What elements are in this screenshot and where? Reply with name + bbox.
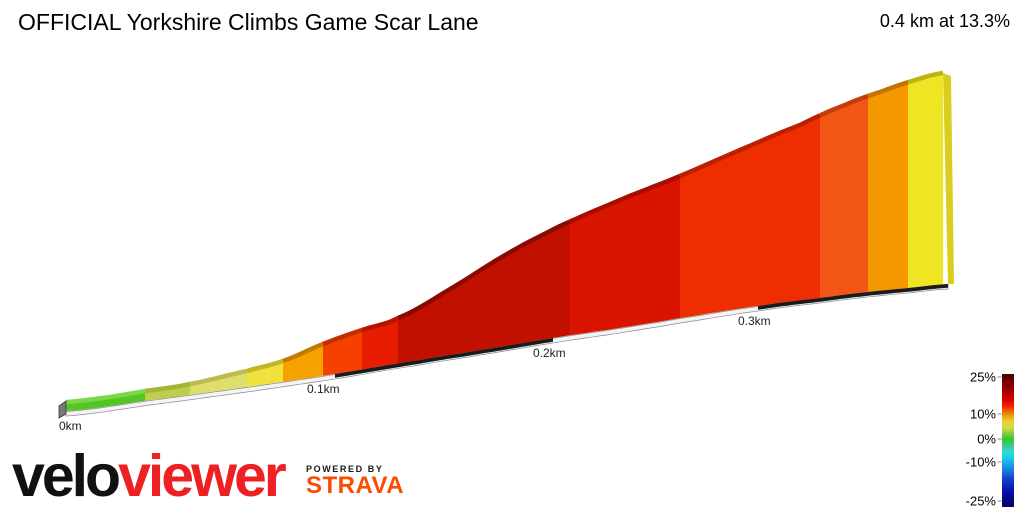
gradient-segment xyxy=(362,318,398,370)
segment-ridge-bevel xyxy=(246,358,284,374)
legend-tick-label: 10% xyxy=(970,407,996,422)
gradient-segment xyxy=(283,344,323,382)
gradient-segment xyxy=(190,371,247,395)
profile-start-cap xyxy=(58,400,67,419)
legend-tick-label: 25% xyxy=(970,370,996,385)
profile-end-cap xyxy=(943,73,954,284)
x-tick-label: 0.1km xyxy=(307,382,340,396)
segment-ridge-bevel xyxy=(322,327,363,347)
segment-ridge-bevel xyxy=(361,315,400,333)
gradient-segment xyxy=(247,361,283,387)
powered-by-label: POWERED BY xyxy=(306,464,384,474)
logo-velo-text: velo xyxy=(12,443,121,509)
segment-ridge-bevel xyxy=(907,70,944,85)
veloviewer-logo: veloviewer xyxy=(12,443,287,509)
strava-logo: STRAVA xyxy=(306,472,405,499)
legend-tick-label: 0% xyxy=(977,432,996,447)
segment-ridge-bevel xyxy=(867,80,909,99)
segment-ridge-bevel xyxy=(189,368,248,387)
x-tick-label: 0.2km xyxy=(533,346,566,360)
gradient-segment xyxy=(398,221,570,364)
segment-ridge-bevel xyxy=(819,93,869,118)
legend-tick-label: -10% xyxy=(966,455,997,470)
segment-ridge-bevel xyxy=(569,173,681,224)
gradient-segment xyxy=(820,96,868,298)
gradient-segment xyxy=(908,73,943,288)
segment-ridge-bevel xyxy=(679,113,821,179)
segment-ridge-bevel xyxy=(397,219,571,321)
segment-ridge-bevel xyxy=(65,388,147,405)
segment-ridge-bevel xyxy=(144,381,191,394)
gradient-segment xyxy=(868,82,908,292)
climb-summary: 0.4 km at 13.3% xyxy=(879,11,1010,31)
x-tick-label: 0km xyxy=(59,419,82,433)
logo-viewer-text: viewer xyxy=(118,443,287,509)
distance-scale-bar xyxy=(335,338,553,378)
powered-by-strava: POWERED BY STRAVA xyxy=(306,464,405,499)
distance-scale-bar xyxy=(758,284,948,310)
legend-tick-label: -25% xyxy=(966,494,997,509)
page-title: OFFICIAL Yorkshire Climbs Game Scar Lane xyxy=(18,9,479,35)
segment-ridge-bevel xyxy=(282,341,324,364)
x-tick-label: 0.3km xyxy=(738,314,771,328)
gradient-segment xyxy=(680,115,820,319)
gradient-segment xyxy=(570,176,680,336)
legend-gradient-bar xyxy=(1002,374,1014,507)
